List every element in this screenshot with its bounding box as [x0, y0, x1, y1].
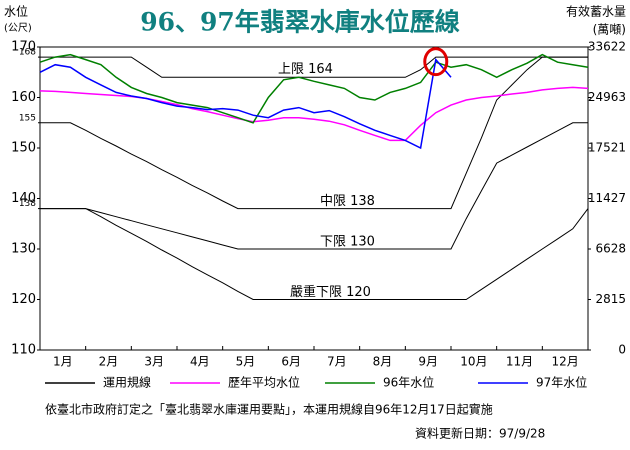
note: 資料更新日期：97/9/28	[415, 426, 545, 441]
legend-label: 97年水位	[536, 375, 587, 390]
rule-tick-label: 138	[19, 199, 36, 209]
rule-line	[40, 56, 588, 210]
rule-tick-label: 168	[19, 48, 36, 58]
y2-tick-label: 33622	[588, 40, 626, 54]
rule-line	[40, 56, 588, 78]
x-tick-label: 4月	[190, 355, 210, 369]
x-tick-label: 7月	[327, 355, 347, 369]
y-tick-label: 170	[11, 40, 36, 55]
x-tick-label: 10月	[460, 355, 487, 369]
y-tick-label: 150	[11, 141, 36, 156]
legend-label: 歷年平均水位	[228, 375, 300, 390]
y-label: 水位	[4, 4, 28, 19]
note: 依臺北市政府訂定之「臺北翡翠水庫運用要點」，本運用規線自96年12月17日起實施	[45, 402, 493, 417]
y2-tick-label: 24963	[588, 90, 626, 104]
y-tick-label: 160	[11, 90, 36, 105]
y-tick-label: 140	[11, 191, 36, 206]
x-tick-label: 3月	[144, 355, 164, 369]
x-tick-label: 9月	[418, 355, 438, 369]
x-tick-label: 5月	[236, 355, 256, 369]
rule-line	[40, 208, 589, 300]
legend-label: 運用規線	[103, 375, 151, 390]
x-tick-label: 6月	[281, 355, 301, 369]
y-tick-label: 130	[11, 242, 36, 257]
y2-label: 有效蓄水量	[566, 4, 626, 19]
y-unit: (公尺)	[4, 22, 32, 34]
y2-tick-label: 17521	[588, 141, 626, 155]
rule-label: 嚴重下限 120	[290, 284, 371, 300]
chart-title: 96、97年翡翠水庫水位歷線	[140, 8, 460, 37]
y2-unit: (萬噸)	[593, 23, 626, 37]
series-line	[39, 57, 452, 150]
y2-tick-label: 2815	[595, 292, 626, 306]
x-tick-label: 11月	[506, 355, 533, 369]
y-tick-label: 110	[11, 343, 36, 358]
y2-tick-label: 0	[618, 343, 626, 357]
x-tick-label: 8月	[373, 355, 393, 369]
rule-label: 下限 130	[320, 235, 375, 250]
rule-line	[40, 122, 588, 250]
highlight-circle	[423, 47, 449, 77]
x-tick-label: 12月	[552, 355, 579, 369]
y2-tick-label: 6628	[595, 242, 626, 256]
rule-label: 中限 138	[320, 194, 375, 209]
x-tick-label: 1月	[53, 355, 73, 369]
rule-label: 上限 164	[278, 62, 333, 77]
y-tick-label: 120	[11, 292, 36, 307]
series-line	[39, 53, 589, 124]
y2-tick-label: 11427	[588, 191, 626, 205]
rule-tick-label: 155	[19, 113, 36, 123]
x-tick-label: 2月	[99, 355, 119, 369]
legend-label: 96年水位	[383, 375, 434, 390]
